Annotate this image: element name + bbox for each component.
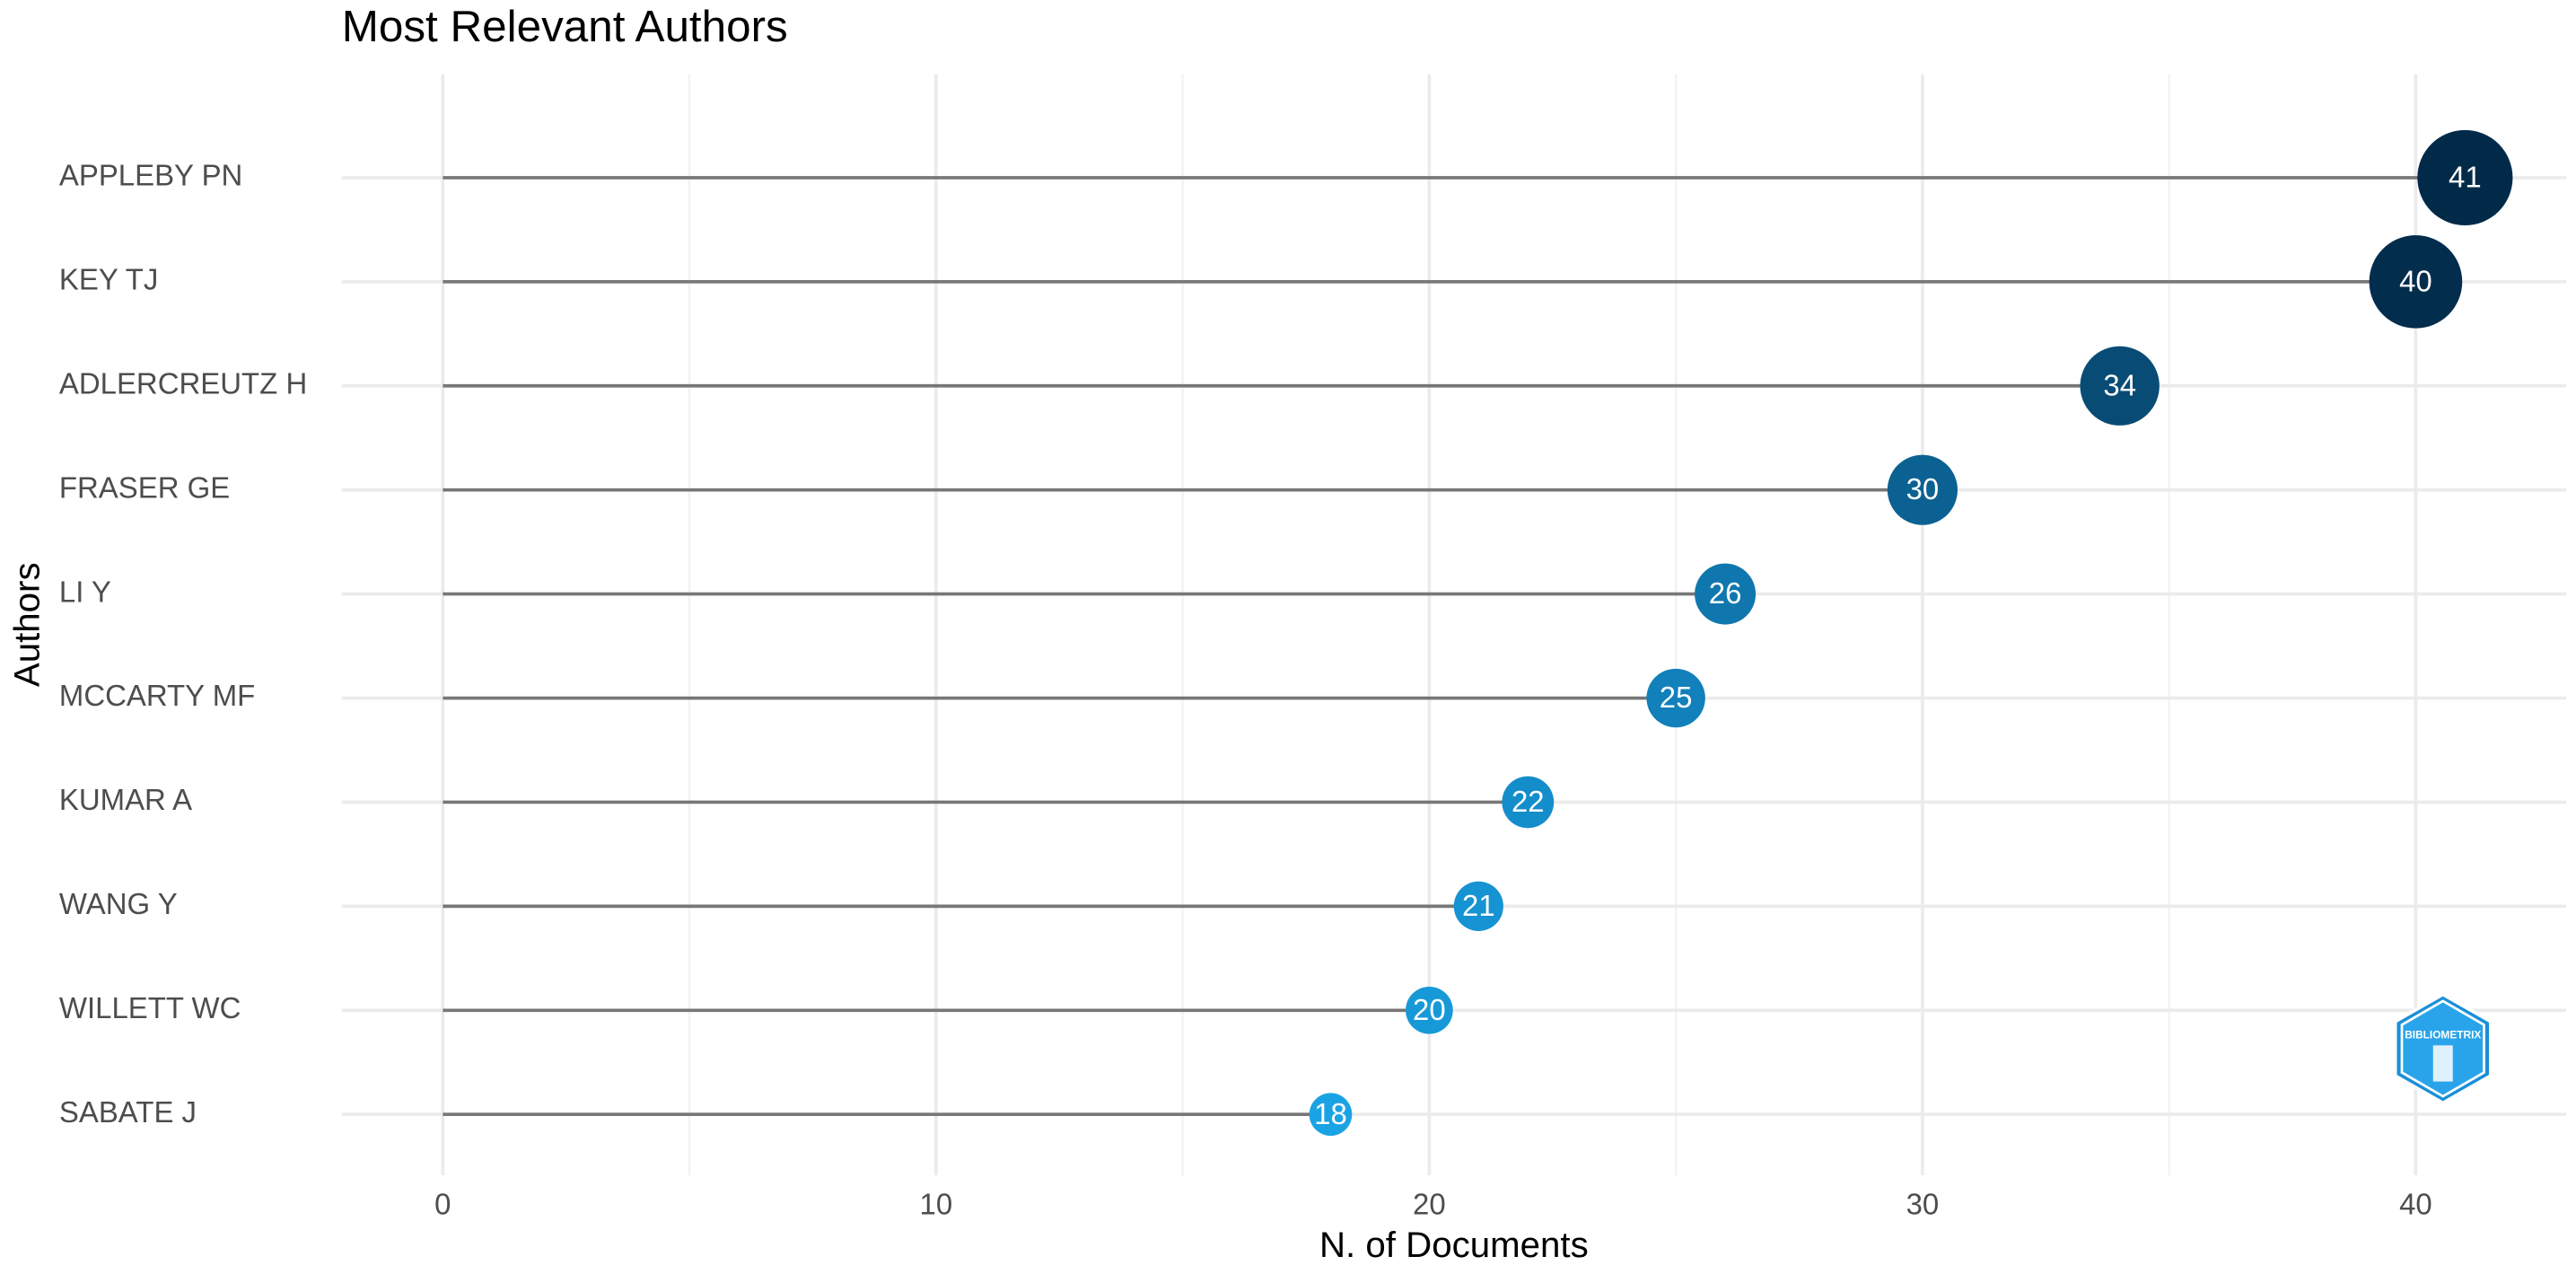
point	[1406, 986, 1453, 1034]
value-label: 30	[1906, 472, 1940, 505]
value-label: 25	[1660, 681, 1693, 714]
value-label: 22	[1511, 785, 1545, 818]
value-label: 21	[1462, 889, 1495, 922]
value-label: 26	[1709, 576, 1742, 610]
point	[1646, 668, 1705, 728]
y-tick-label: WANG Y	[59, 887, 178, 920]
x-axis-label: N. of Documents	[1319, 1225, 1589, 1265]
y-tick-label: LI Y	[59, 575, 111, 608]
y-tick-label: KEY TJ	[59, 263, 158, 296]
marks: 41 40 34 30 26 25 22 21 20 18	[442, 129, 2513, 1137]
point	[1309, 1093, 1353, 1137]
y-tick-label: WILLETT WC	[59, 991, 241, 1024]
value-label: 18	[1314, 1097, 1347, 1130]
x-tick-label: 10	[920, 1187, 953, 1220]
point	[1887, 454, 1958, 525]
x-tick-label: 0	[434, 1187, 451, 1220]
point	[2080, 346, 2160, 426]
y-tick-label: APPLEBY PN	[59, 159, 242, 192]
value-label: 20	[1413, 993, 1446, 1026]
value-label: 40	[2399, 264, 2432, 297]
y-tick-label: ADLERCREUTZ H	[59, 366, 307, 400]
logo-tower	[2432, 1045, 2453, 1082]
value-label: 41	[2449, 160, 2482, 193]
point	[1695, 563, 1757, 625]
logo: BIBLIOMETRIX	[2393, 992, 2493, 1105]
value-label: 34	[2103, 368, 2136, 401]
chart-title: Most Relevant Authors	[342, 2, 788, 51]
point	[2369, 235, 2463, 329]
point	[1453, 881, 1503, 931]
y-tick-label: SABATE J	[59, 1095, 197, 1129]
point	[2417, 129, 2513, 225]
x-tick-label: 20	[1413, 1187, 1446, 1220]
x-tick-label: 40	[2399, 1187, 2432, 1220]
point	[1502, 776, 1555, 829]
grid: 0 10 20 30 40 APPLEBY PN KEY TJ ADLERCREUTZ H FR…	[59, 74, 2567, 1220]
y-tick-label: KUMAR A	[59, 783, 192, 816]
y-axis-label: Authors	[7, 562, 48, 687]
x-tick-label: 30	[1906, 1187, 1940, 1220]
y-tick-label: MCCARTY MF	[59, 679, 255, 712]
logo-text: BIBLIOMETRIX	[2405, 1029, 2481, 1041]
y-tick-label: FRASER GE	[59, 470, 230, 504]
